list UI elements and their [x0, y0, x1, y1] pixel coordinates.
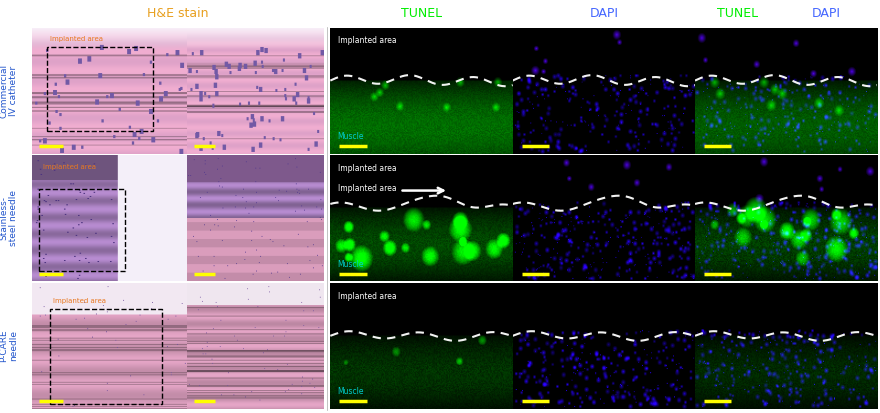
Text: Implanted area: Implanted area [338, 183, 396, 192]
Bar [40, 189, 125, 271]
Text: Implanted area: Implanted area [54, 298, 106, 304]
Bar [48, 47, 153, 131]
Bar [50, 309, 163, 404]
Text: DAPI: DAPI [811, 7, 840, 20]
Text: Implanted area: Implanted area [338, 36, 396, 45]
Text: Commercial
IV catheter: Commercial IV catheter [0, 64, 18, 118]
Text: P-CARE
needle: P-CARE needle [0, 330, 18, 362]
Text: H&E stain: H&E stain [147, 7, 209, 20]
Text: Muscle: Muscle [338, 260, 364, 268]
Text: DAPI: DAPI [590, 7, 619, 20]
Text: Stainless-
steel needle: Stainless- steel needle [0, 190, 18, 246]
Text: TUNEL: TUNEL [401, 7, 442, 20]
Text: and: and [770, 7, 802, 20]
Text: Muscle: Muscle [338, 387, 364, 396]
Text: Muscle: Muscle [338, 132, 364, 141]
Text: Implanted area: Implanted area [50, 36, 103, 42]
Text: Implanted area: Implanted area [338, 292, 396, 301]
Text: TUNEL: TUNEL [717, 7, 759, 20]
Text: Implanted area: Implanted area [42, 164, 96, 171]
Text: Implanted area: Implanted area [338, 164, 396, 173]
